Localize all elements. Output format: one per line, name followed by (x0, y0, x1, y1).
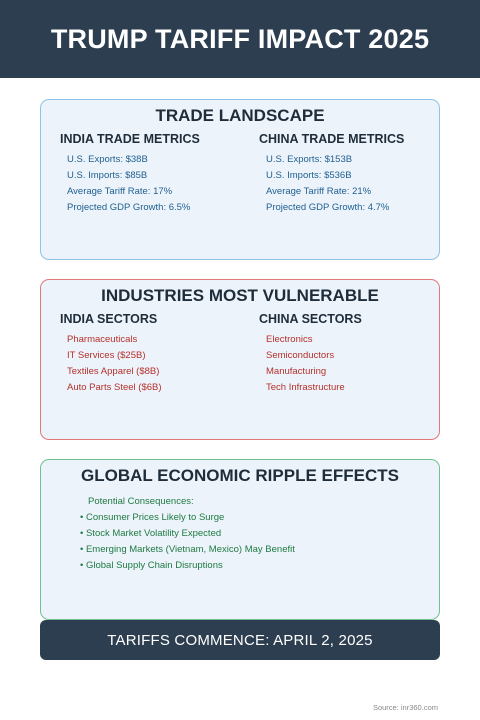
ripple-item: • Consumer Prices Likely to Surge (80, 512, 225, 523)
china-sector-item: Tech Infrastructure (266, 382, 345, 393)
india-sectors-column: INDIA SECTORS Pharmaceuticals IT Service… (41, 312, 240, 396)
china-trade-item: U.S. Imports: $536B (266, 170, 352, 181)
industries-card: INDUSTRIES MOST VULNERABLE INDIA SECTORS… (40, 279, 440, 440)
india-sector-item: Textiles Apparel ($8B) (67, 366, 160, 377)
ripple-effects-card: GLOBAL ECONOMIC RIPPLE EFFECTS Potential… (40, 459, 440, 620)
india-trade-item: U.S. Exports: $38B (67, 154, 148, 165)
china-sector-item: Semiconductors (266, 350, 335, 361)
india-sector-item: Pharmaceuticals (67, 334, 138, 345)
page-title: TRUMP TARIFF IMPACT 2025 (50, 23, 430, 54)
india-trade-title: INDIA TRADE METRICS (60, 132, 200, 146)
ripple-item: • Stock Market Volatility Expected (80, 528, 222, 539)
ripple-item: • Emerging Markets (Vietnam, Mexico) May… (80, 544, 295, 555)
china-sector-item: Manufacturing (266, 366, 327, 377)
india-sector-item: IT Services ($25B) (67, 350, 146, 361)
header: TRUMP TARIFF IMPACT 2025 (0, 0, 480, 78)
china-sectors-column: CHINA SECTORS Electronics Semiconductors… (240, 312, 439, 396)
india-sector-item: Auto Parts Steel ($6B) (67, 382, 162, 393)
ripple-item: • Global Supply Chain Disruptions (80, 560, 223, 571)
source-credit: Source: inr360.com (372, 703, 438, 712)
china-sector-item: Electronics (266, 334, 313, 345)
india-sectors-title: INDIA SECTORS (60, 312, 158, 326)
commence-banner: TARIFFS COMMENCE: APRIL 2, 2025 (40, 620, 440, 660)
india-trade-item: Projected GDP Growth: 6.5% (67, 202, 191, 213)
ripple-lead: Potential Consequences: (88, 496, 194, 507)
trade-landscape-title: TRADE LANDSCAPE (155, 106, 325, 125)
china-trade-item: Average Tariff Rate: 21% (266, 186, 372, 197)
china-sectors-title: CHINA SECTORS (259, 312, 362, 326)
china-trade-item: Projected GDP Growth: 4.7% (266, 202, 390, 213)
trade-landscape-card: TRADE LANDSCAPE INDIA TRADE METRICS U.S.… (40, 99, 440, 260)
china-trade-column: CHINA TRADE METRICS U.S. Exports: $153B … (240, 132, 439, 216)
india-trade-item: Average Tariff Rate: 17% (67, 186, 173, 197)
india-trade-item: U.S. Imports: $85B (67, 170, 148, 181)
india-trade-column: INDIA TRADE METRICS U.S. Exports: $38B U… (41, 132, 240, 216)
china-trade-item: U.S. Exports: $153B (266, 154, 353, 165)
china-trade-title: CHINA TRADE METRICS (259, 132, 405, 146)
ripple-effects-title: GLOBAL ECONOMIC RIPPLE EFFECTS (81, 466, 399, 485)
industries-title: INDUSTRIES MOST VULNERABLE (101, 286, 379, 305)
